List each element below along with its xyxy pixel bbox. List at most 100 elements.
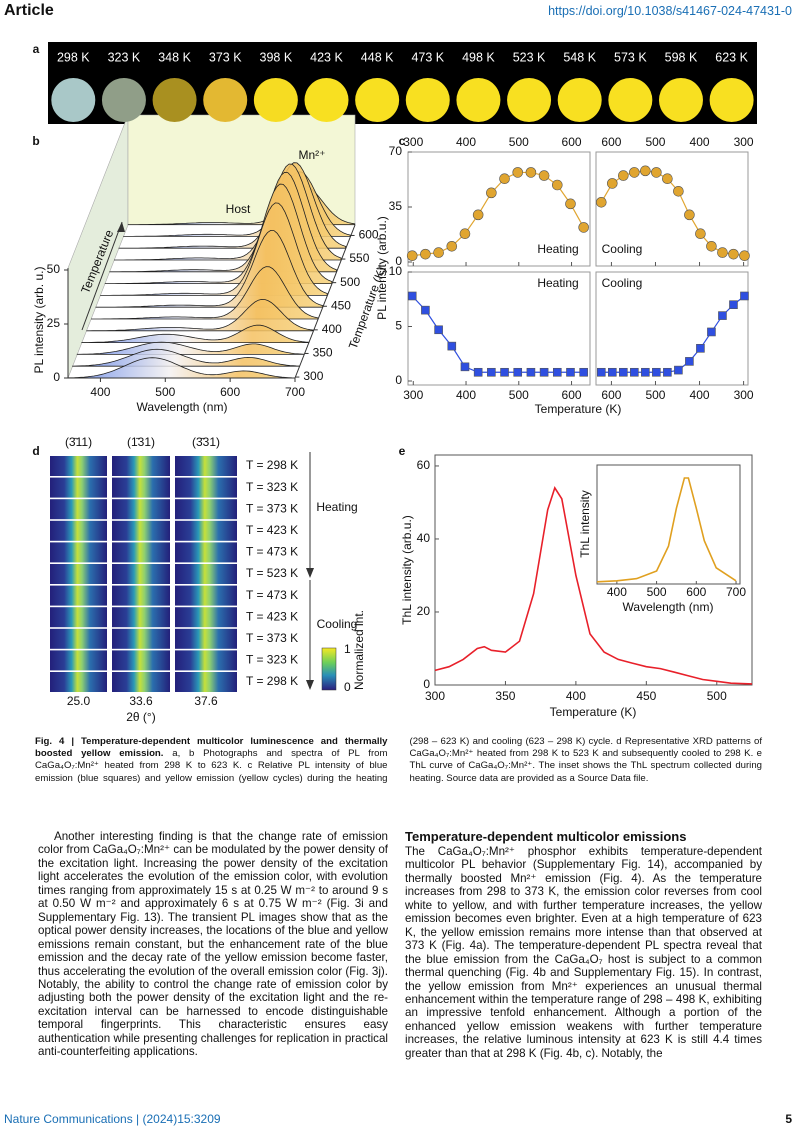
heating-label: Heating — [537, 242, 578, 256]
data-point — [460, 362, 470, 372]
y-tick-label: 25 — [47, 316, 61, 330]
sample-photo — [253, 78, 298, 122]
data-point — [619, 367, 628, 377]
y-axis-label: PL intensity (arb.u.) — [375, 216, 389, 320]
data-point — [512, 167, 524, 178]
xrd-pattern — [112, 456, 170, 476]
xrd-pattern — [112, 564, 170, 584]
x-tick-label: 500 — [645, 135, 665, 149]
xrd-pattern — [175, 542, 237, 563]
sample-photo — [304, 78, 349, 122]
xrd-pattern — [50, 585, 107, 606]
temperature-label: T = 423 K — [246, 609, 298, 623]
body-paragraph: Another interesting finding is that the … — [38, 830, 388, 1059]
inset-curve — [596, 477, 737, 583]
temperature-label: T = 323 K — [246, 653, 298, 667]
temperature-label: 598 K — [665, 50, 698, 64]
temperature-label: 573 K — [614, 50, 647, 64]
plot-frame — [595, 271, 749, 386]
xrd-pattern — [50, 607, 107, 628]
data-point — [673, 185, 684, 197]
x-tick-label: 300 — [403, 388, 423, 402]
x-tick-label: 500 — [155, 385, 175, 399]
temperature-label: T = 523 K — [246, 566, 298, 580]
data-point — [618, 170, 629, 181]
data-point — [718, 311, 727, 320]
x-tick-label: 37.6 — [194, 694, 218, 708]
data-point — [487, 367, 496, 377]
x-axis-label: Temperature (K) — [535, 402, 622, 416]
sample-photo — [456, 78, 501, 122]
x-tick-label: 350 — [495, 689, 515, 703]
xrd-pattern — [175, 520, 237, 541]
data-point — [433, 247, 444, 258]
xrd-pattern — [175, 585, 237, 606]
data-point — [640, 165, 651, 177]
temperature-label: 498 K — [462, 50, 495, 64]
data-point — [499, 173, 510, 185]
data-point — [729, 300, 738, 310]
inset-x-label: Wavelength (nm) — [623, 600, 714, 614]
x-tick-label: 600 — [562, 135, 582, 149]
figure-caption: Fig. 4 | Temperature-dependent multicolo… — [35, 736, 762, 785]
data-point — [473, 367, 483, 377]
temperature-label: 448 K — [361, 50, 394, 64]
sample-photo — [51, 78, 96, 122]
data-point — [663, 367, 672, 377]
sample-photo — [152, 78, 197, 122]
temperature-arrow — [81, 221, 123, 331]
data-point — [538, 170, 550, 181]
x-tick-label: 25.0 — [67, 694, 91, 708]
heating-label: Heating — [537, 276, 578, 290]
article-label: Article — [4, 2, 54, 19]
plot-frame — [595, 151, 749, 267]
x-tick-label: 500 — [509, 388, 529, 402]
data-point — [662, 173, 673, 185]
x-tick-label: 33.6 — [129, 694, 153, 708]
data-point — [421, 305, 430, 315]
x-tick-label: 300 — [403, 135, 423, 149]
data-point — [566, 367, 575, 377]
x-tick-label: 300 — [734, 135, 754, 149]
data-point — [539, 367, 549, 377]
data-point — [717, 247, 728, 258]
x-axis-label: Wavelength (nm) — [137, 400, 228, 414]
colorbar-tick-label: 1 — [344, 642, 351, 656]
x-axis-label: Temperature (K) — [550, 705, 637, 719]
xrd-pattern — [50, 520, 107, 541]
temperature-label: T = 298 K — [246, 458, 298, 472]
temperature-label: T = 373 K — [246, 501, 298, 515]
z-tick-label: 450 — [331, 298, 351, 312]
data-point — [740, 291, 749, 301]
xrd-pattern — [50, 650, 107, 671]
xrd-pattern — [175, 499, 237, 520]
series-line — [601, 295, 745, 373]
x-tick-label: 400 — [690, 135, 710, 149]
body-paragraph: The CaGa₄O₇:Mn²⁺ phosphor exhibits tempe… — [405, 845, 762, 1060]
x-tick-label: 500 — [647, 585, 667, 599]
data-point — [685, 357, 694, 366]
data-point — [595, 196, 607, 208]
host-label: Host — [226, 202, 251, 216]
temperature-label: T = 423 K — [246, 523, 298, 537]
temperature-label: 423 K — [310, 50, 343, 64]
data-point — [728, 248, 739, 260]
y-axis-label: PL intensity (arb. u.) — [32, 267, 46, 374]
figure: a b c d e 298 K 323 K 348 K 373 K 398 K 423 K 448 K… — [32, 42, 757, 724]
doi-link[interactable]: https://doi.org/10.1038/s41467-024-47431… — [548, 4, 792, 18]
data-point — [608, 367, 617, 377]
journal-footer: Nature Communications | (2024)15:3209 — [4, 1112, 221, 1126]
sample-photo — [101, 78, 146, 122]
y-tick-label: 0 — [423, 677, 430, 691]
x-tick-label: 300 — [425, 689, 445, 703]
xrd-pattern — [50, 477, 107, 498]
plot-frame — [434, 454, 753, 686]
x-tick-label: 700 — [285, 385, 305, 399]
data-point — [526, 367, 536, 377]
series-line — [411, 295, 584, 373]
pl-spectrum — [81, 324, 310, 343]
colorbar-tick-label: 0 — [344, 680, 351, 694]
arrow-head — [306, 680, 314, 690]
xrd-pattern — [112, 542, 170, 563]
